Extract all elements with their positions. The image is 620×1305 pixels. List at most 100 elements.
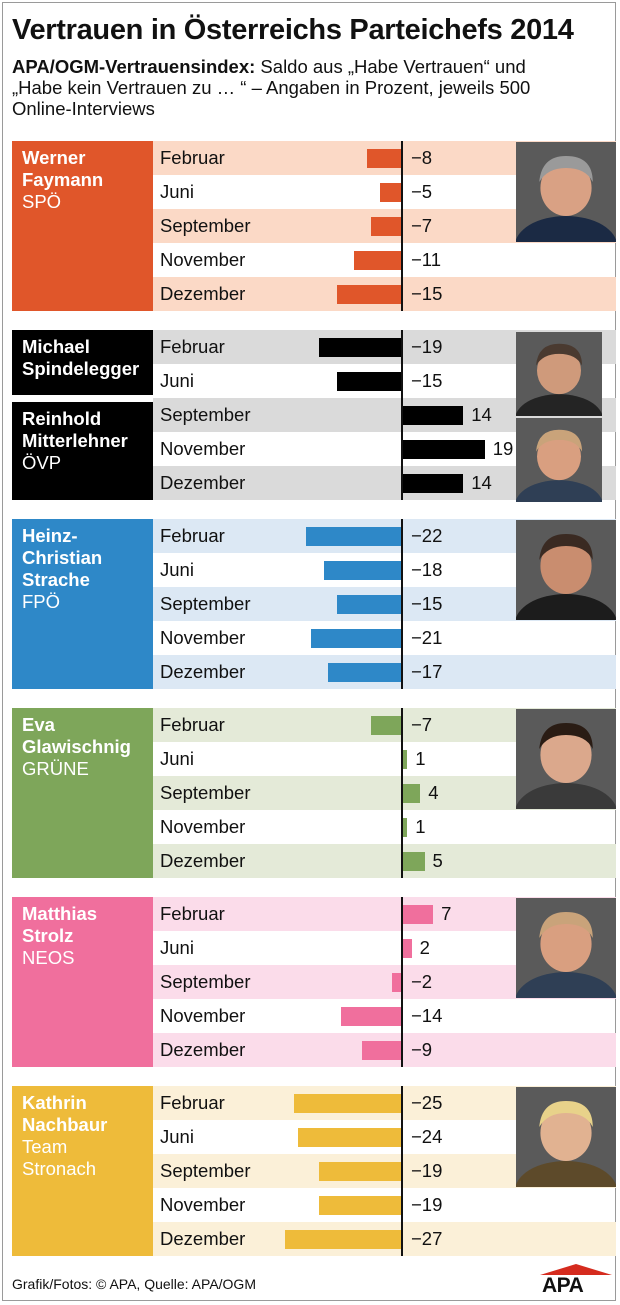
portrait-drawing [516,142,616,242]
value-label: −19 [411,1160,443,1181]
chart-row: Juni −15 [153,364,616,398]
zero-axis [401,330,403,500]
value-bar [323,561,401,580]
portrait-drawing [516,332,602,416]
person-name: Matthias Strolz [22,903,98,946]
person-label: Matthias Strolz NEOS [12,897,153,1067]
value-label: −17 [411,661,443,682]
month-label: Juni [160,937,194,958]
portrait-drawing [516,418,602,502]
month-label: September [160,593,251,614]
chart-row: Juni −18 [153,553,616,587]
value-label: −21 [411,627,443,648]
month-label: September [160,971,251,992]
value-label: 7 [441,903,452,924]
value-bar [403,406,464,425]
chart-row: Juni −5 [153,175,616,209]
value-label: −5 [411,181,433,202]
value-label: −19 [411,336,443,357]
month-label: Februar [160,903,225,924]
value-bar [327,663,401,682]
chart-row: Dezember −9 [153,1033,616,1067]
value-bar [403,750,408,769]
portrait-eva-glawischnig [516,709,616,809]
value-bar [379,183,401,202]
zero-axis [401,708,403,878]
month-label: Dezember [160,283,246,304]
value-label: −27 [411,1228,443,1249]
month-label: Februar [160,525,225,546]
month-label: November [160,816,246,837]
value-bar [336,285,401,304]
value-bar [319,1162,401,1181]
person-label: Werner Faymann SPÖ [12,141,153,311]
value-bar [362,1041,401,1060]
value-bar [403,852,425,871]
portrait-michael-spindelegger [516,332,602,416]
value-bar [403,939,412,958]
value-bar [297,1128,401,1147]
chart-row: Juni 1 [153,742,616,776]
value-bar [319,338,401,357]
month-label: Dezember [160,1039,246,1060]
value-label: −11 [411,249,442,270]
value-bar [353,251,401,270]
portrait-werner-faymann [516,142,616,242]
value-label: −15 [411,283,443,304]
month-label: Juni [160,748,194,769]
chart-row: November 1 [153,810,616,844]
logo-text: APA [542,1274,584,1297]
month-label: Juni [160,559,194,580]
person-label: Michael Spindelegger [12,330,153,395]
chart-row: November −21 [153,621,616,655]
value-bar [403,784,421,803]
value-bar [403,818,408,837]
value-label: −15 [411,370,443,391]
portrait-drawing [516,1087,616,1187]
month-label: Dezember [160,472,246,493]
party-name: GRÜNE [22,758,89,779]
value-bar [366,149,401,168]
person-name: Michael Spindelegger [22,336,140,379]
value-bar [370,217,401,236]
value-bar [310,629,401,648]
month-label: November [160,627,246,648]
month-label: November [160,249,246,270]
value-bar [336,372,401,391]
chart-row: Februar −19 [153,330,616,364]
subtitle-text: Saldo aus „Habe Vertrauen“ und „Habe kei… [12,56,531,119]
zero-axis [401,1086,403,1256]
chart-row: November −14 [153,999,616,1033]
value-bar [293,1094,401,1113]
value-label: −18 [411,559,443,580]
portrait-matthias-strolz [516,898,616,998]
person-name: Heinz- Christian Strache [22,525,103,590]
month-label: Dezember [160,850,246,871]
value-label: −7 [411,714,433,735]
value-bar [336,595,401,614]
month-label: September [160,782,251,803]
party-name: Team Stronach [22,1136,97,1179]
value-bar [340,1007,401,1026]
value-label: −8 [411,147,433,168]
month-label: Februar [160,1092,225,1113]
person-name: Reinhold Mitterlehner [22,408,128,451]
value-label: −9 [411,1039,433,1060]
portrait-drawing [516,709,616,809]
person-name: Werner Faymann [22,147,104,190]
chart-subtitle: APA/OGM-Vertrauensindex: Saldo aus „Habe… [12,56,552,119]
value-bar [319,1196,401,1215]
zero-axis [401,897,403,1067]
value-label: −24 [411,1126,443,1147]
value-label: 4 [428,782,439,803]
party-name: FPÖ [22,591,61,612]
portrait-kathrin-nachbaur [516,1087,616,1187]
person-label: Reinhold Mitterlehner ÖVP [12,402,153,500]
chart-row: Dezember −27 [153,1222,616,1256]
month-label: September [160,215,251,236]
party-name: SPÖ [22,191,62,212]
chart-row: Juni 2 [153,931,616,965]
month-label: Februar [160,336,225,357]
month-label: Dezember [160,661,246,682]
value-label: 5 [432,850,443,871]
